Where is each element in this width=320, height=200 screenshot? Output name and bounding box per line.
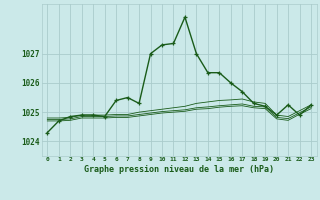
- X-axis label: Graphe pression niveau de la mer (hPa): Graphe pression niveau de la mer (hPa): [84, 165, 274, 174]
